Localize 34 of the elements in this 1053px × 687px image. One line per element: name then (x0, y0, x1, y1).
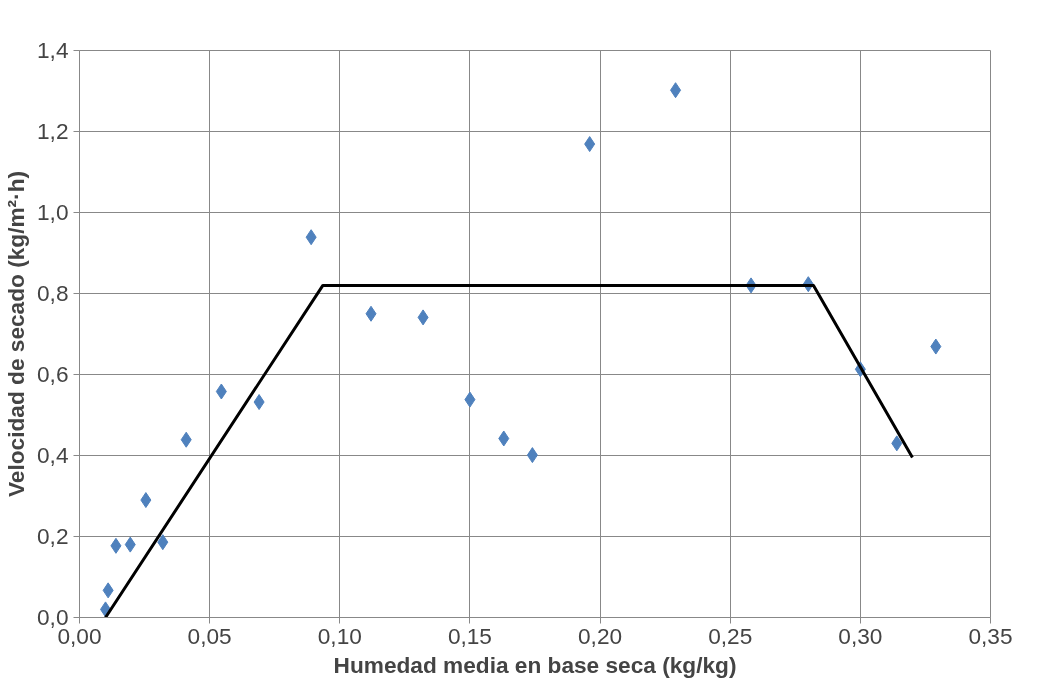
point (140, 492, 152, 509)
point (124, 536, 136, 553)
point (305, 229, 317, 246)
x-tick-label: 0,05 (187, 622, 232, 649)
point (891, 435, 903, 452)
point (526, 447, 538, 464)
point (930, 338, 942, 355)
point (498, 430, 510, 447)
x-axis-title: Humedad media en base seca (kg/kg) (333, 651, 737, 678)
y-tick-label: 0,6 (37, 361, 69, 387)
point (110, 537, 122, 554)
y-tick-label: 1,0 (37, 199, 69, 225)
y-axis-title: Velocidad de secado (kg/m²·h) (3, 170, 29, 498)
point (417, 309, 429, 326)
point (670, 82, 682, 99)
point (180, 431, 192, 448)
point (365, 305, 377, 322)
point (584, 136, 596, 153)
x-tick-label: 0,35 (968, 622, 1013, 649)
y-tick-label: 0,2 (37, 523, 69, 549)
y-tick-label: 1,2 (37, 118, 69, 144)
point (157, 534, 169, 551)
x-tick-label: 0,15 (447, 622, 492, 649)
y-tick-label: 0,8 (37, 280, 69, 306)
point (102, 582, 114, 599)
point (464, 391, 476, 408)
y-tick-label: 0,4 (37, 442, 69, 468)
x-tick-label: 0,10 (317, 622, 362, 649)
x-tick-label: 0,25 (708, 622, 753, 649)
x-tick-label: 0,20 (578, 622, 623, 649)
point (215, 383, 227, 400)
point (253, 394, 265, 411)
y-tick-label: 1,4 (37, 37, 69, 63)
x-tick-label: 0,30 (838, 622, 883, 649)
